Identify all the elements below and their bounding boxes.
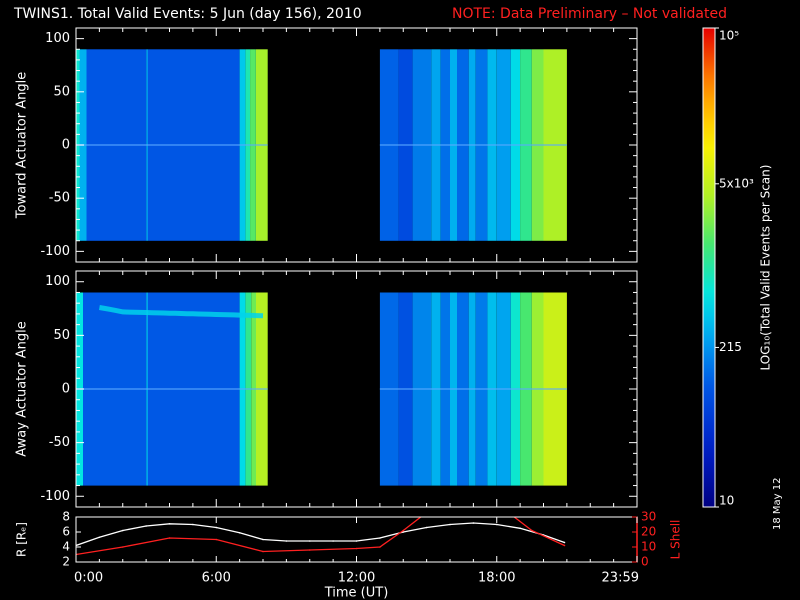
colorbar-tick-label: 10 [719,494,734,508]
panel2-ytick-label: 50 [53,328,70,343]
panel1-ytick-label: 50 [53,84,70,99]
r-series-point [98,536,101,539]
orbit-xtick-label: 12:00 [338,571,375,586]
r-series-point [332,540,334,542]
orbit-left-ytick-label: 8 [62,510,70,524]
r-series-point [145,525,147,527]
panel2-ytick-label: 100 [45,274,70,289]
l-shell-series-point [426,512,428,514]
colorbar-tick-label: 5x10³ [719,176,754,190]
r-series-point [238,532,241,534]
panel2-enhanced-band [98,305,264,319]
r-series-point [285,540,288,542]
panel2-ylabel: Away Actuator Angle [15,321,30,456]
r-series-point [379,537,381,539]
l-shell-series-point [402,529,405,532]
l-shell-series-point [168,537,171,539]
l-shell-series-point [379,546,381,548]
l-shell-series-line [76,517,565,556]
r-series-point [563,541,566,544]
l-shell-series-point [508,512,510,514]
r-series-point [402,531,405,533]
r-series-point [472,522,475,524]
panel1-ytick-label: 0 [62,138,70,153]
orbit-left-ylabel: R [Rₑ] [15,522,29,557]
r-series-point [519,527,521,530]
r-series-point [215,526,218,529]
r-series-point [309,540,311,542]
r-series-point [262,538,264,541]
l-shell-series-point [355,547,358,550]
l-shell-series-point [122,546,124,548]
panel1-ylabel: Toward Actuator Angle [15,72,30,219]
panel1-ytick-label: -50 [49,191,70,206]
panel2-ytick-label: -50 [49,435,70,450]
orbit-xtick-label: 18:00 [478,571,515,586]
colorbar-tick-label: 10⁵ [719,29,739,43]
orbit-right-ytick-label: 20 [641,525,656,539]
orbit-left-ytick-label: 6 [62,525,70,539]
l-shell-series-point [309,549,311,551]
colorbar-label: LOG₁₀(Total Valid Events per Scan) [759,165,773,371]
l-shell-series-point [563,544,566,547]
orbit-right-ytick-label: 30 [641,510,656,524]
l-shell-series-point [215,538,218,541]
r-series-point [122,529,124,532]
r-series-point [168,523,171,525]
r-series-point [355,540,358,542]
orbit-right-ylabel: L Shell [669,520,683,560]
panel1-ytick-label: -100 [40,244,70,259]
chart-title: TWINS1. Total Valid Events: 5 Jun (day 1… [14,6,362,22]
l-shell-series-point [531,529,533,532]
orbit-left-ytick-label: 2 [62,555,70,569]
r-series-point [192,523,194,526]
orbit-xtick-label: 0:00 [74,571,103,586]
r-series-line [76,522,565,547]
panel2-ytick-label: -100 [40,489,70,504]
orbit-right-ytick-label: 0 [641,555,649,569]
colorbar-frame [702,27,716,508]
r-series-point [449,523,451,526]
colorbar-fill [703,28,715,507]
r-series-point [425,526,428,529]
orbit-lines [76,512,566,556]
orbit-left-ytick-label: 4 [62,540,70,554]
orbit-xtick-label: 23:59 [602,571,639,586]
r-series-point [496,523,498,526]
orbit-xtick-label: 6:00 [202,571,231,586]
orbit-xlabel: Time (UT) [324,586,389,600]
colorbar-tick-label: 215 [719,340,742,354]
panel2-ytick-label: 0 [62,382,70,397]
panel1-ytick-label: 100 [45,31,70,46]
preliminary-note: NOTE: Data Preliminary – Not validated [452,6,727,22]
l-shell-series-point [262,550,264,553]
orbit-right-ytick-label: 10 [641,540,656,554]
